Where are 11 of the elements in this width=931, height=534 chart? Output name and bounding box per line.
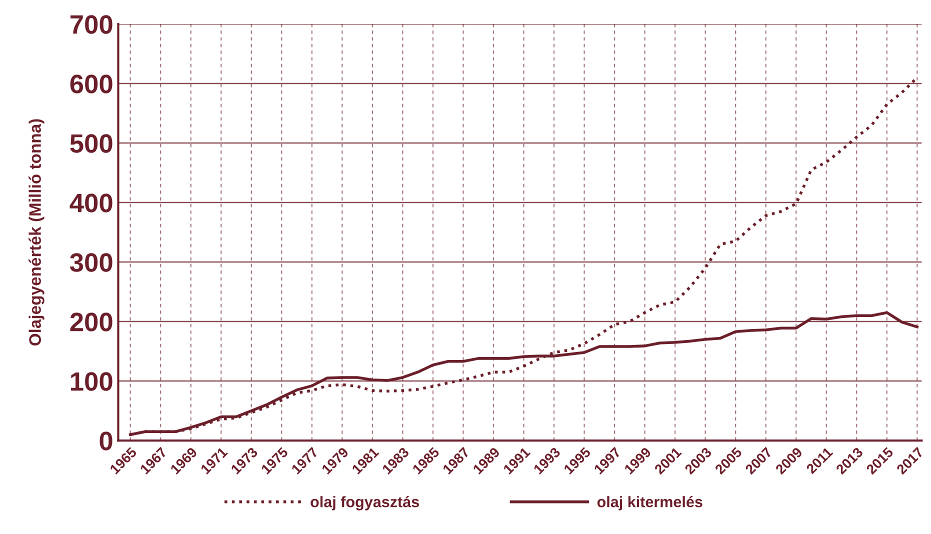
y-tick-label: 200 [70,312,112,332]
legend-label: olaj fogyasztás [310,496,419,510]
y-axis-title: Olajegyenérték (Millió tonna) [28,119,44,346]
legend-label: olaj kitermelés [597,496,702,510]
y-tick-label: 100 [71,372,112,391]
y-tick-label: 600 [70,74,112,94]
y-tick-label: 400 [70,194,112,212]
y-tick-label: 700 [70,15,112,34]
y-tick-label: 500 [70,134,112,153]
y-tick-label: 0 [100,432,112,450]
y-tick-label: 300 [70,253,112,272]
